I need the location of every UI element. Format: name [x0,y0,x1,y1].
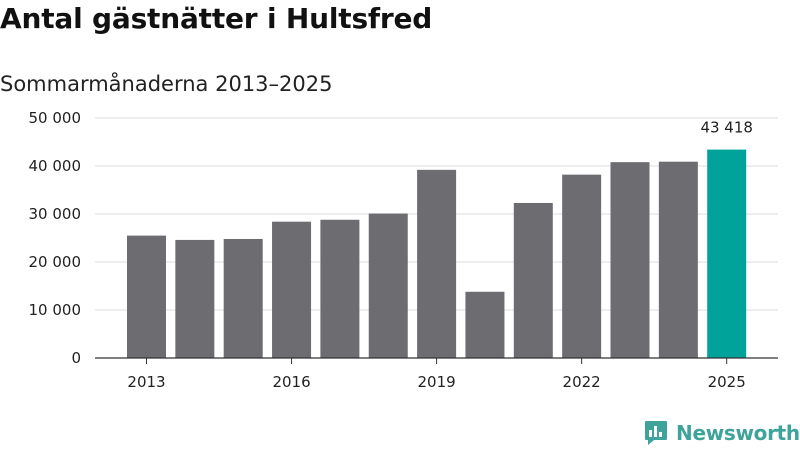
brand-logo: Newsworthy [644,420,800,446]
y-tick-label: 20 000 [29,253,82,271]
bar-2024 [658,161,698,358]
bar-2019 [417,169,457,358]
chart-title: Antal gästnätter i Hultsfred [0,2,433,35]
y-tick-label: 10 000 [29,301,82,319]
data-labels: 43 418 [700,119,753,137]
bar-2018 [368,213,408,358]
x-tick-label: 2022 [563,373,601,391]
newsworthy-logo-icon [645,421,667,445]
bar-2013 [127,235,166,358]
bar-2023 [610,162,650,358]
x-tick-label: 2025 [708,373,746,391]
x-tick-label: 2016 [272,373,310,391]
brand-name: Newsworthy [676,421,800,445]
bar-2022 [562,174,602,358]
bar-2020 [465,291,505,358]
bar-2025 [707,149,747,358]
bar-2016 [272,221,312,358]
y-tick-label: 40 000 [29,157,82,175]
y-tick-label: 50 000 [29,109,82,127]
bars [127,149,747,358]
bar-2014 [175,239,215,358]
bar-2017 [320,219,360,358]
chart-subtitle: Sommarmånaderna 2013–2025 [0,72,333,96]
y-tick-label: 0 [71,349,81,367]
data-label-2025: 43 418 [700,119,753,137]
y-tick-label: 30 000 [29,205,82,223]
x-tick-label: 2019 [418,373,456,391]
x-tick-label: 2013 [127,373,165,391]
y-axis-ticks: 0 10 000 20 000 30 000 40 000 50 000 [29,109,82,367]
bar-2015 [223,238,263,358]
x-axis: 2013 2016 2019 2022 2025 [95,357,778,391]
bar-2021 [513,202,553,358]
